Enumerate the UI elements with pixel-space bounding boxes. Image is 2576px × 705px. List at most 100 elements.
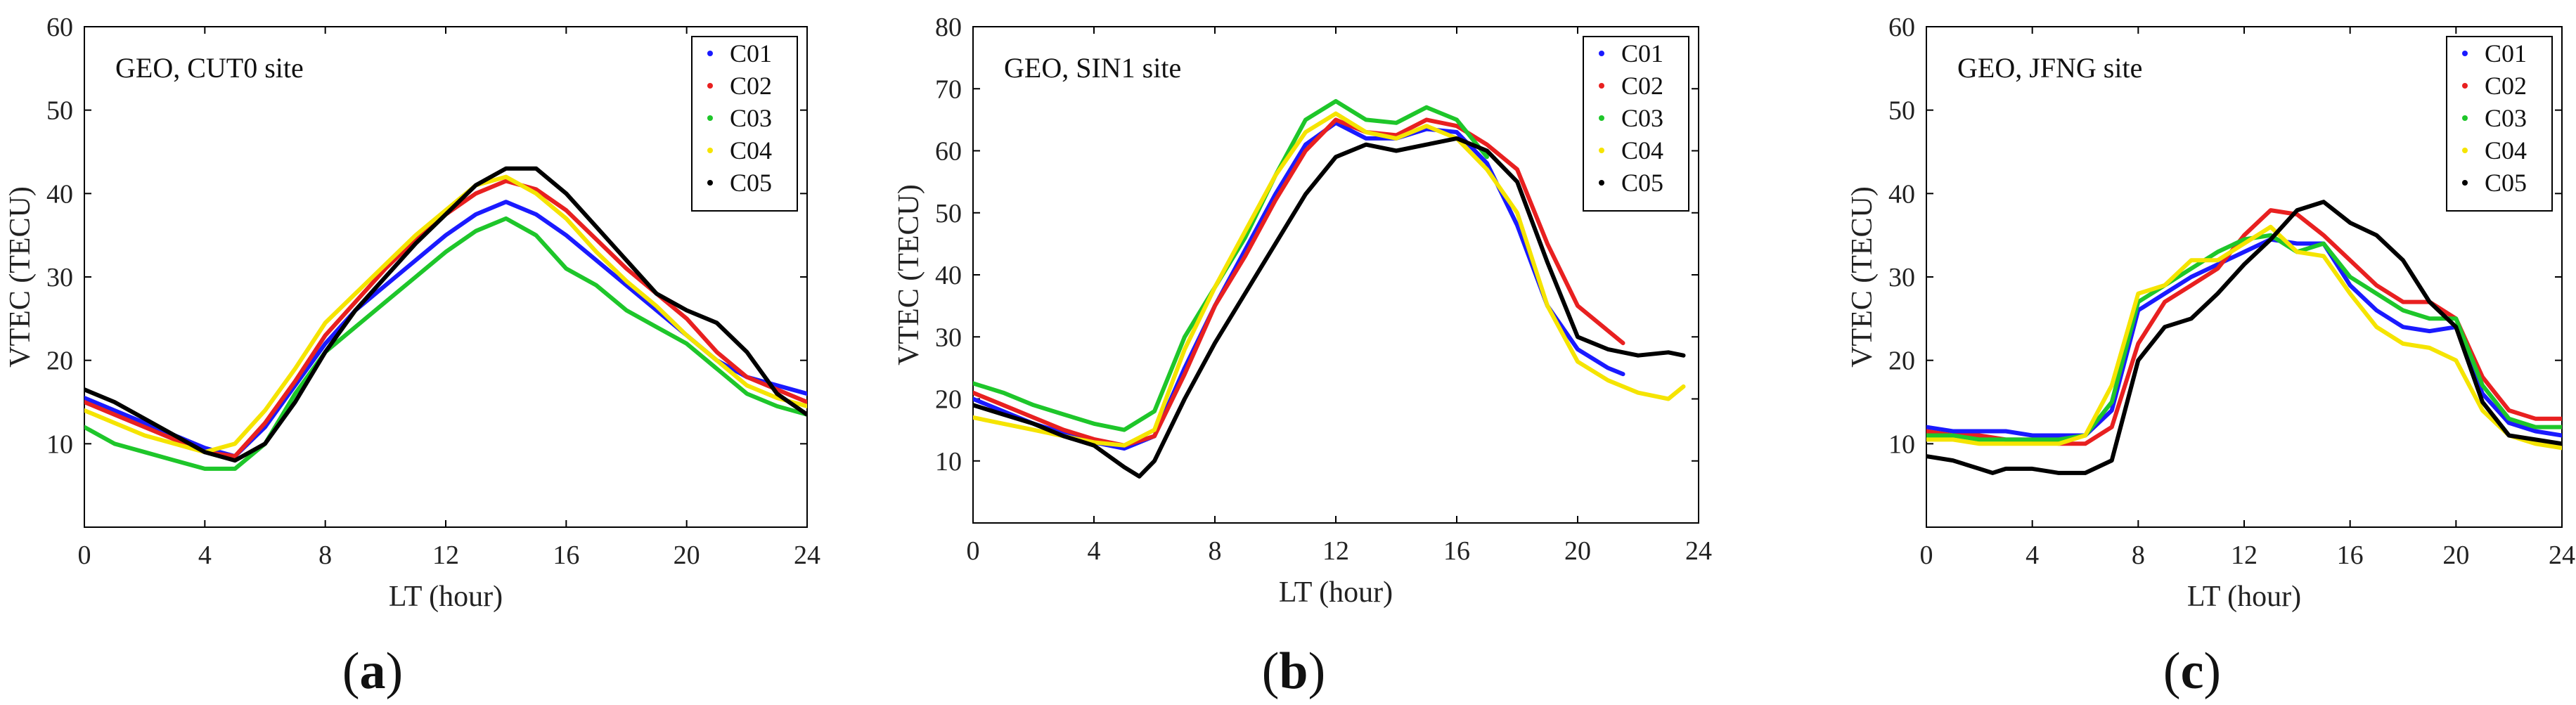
y-tick-label: 70 <box>935 75 962 104</box>
x-tick-label: 8 <box>318 541 332 570</box>
y-tick-label: 20 <box>1888 347 1915 376</box>
x-tick-label: 20 <box>1564 536 1591 566</box>
y-tick-label: 10 <box>935 447 962 477</box>
legend-label-c04: C04 <box>730 136 772 164</box>
y-tick-label: 20 <box>46 347 73 376</box>
x-tick-label: 0 <box>78 541 91 570</box>
legend-label-c04: C04 <box>1621 136 1663 164</box>
legend-marker-c01 <box>2462 51 2468 56</box>
series-group <box>973 98 1686 479</box>
y-tick-label: 60 <box>46 13 73 42</box>
legend-marker-c05 <box>707 180 713 186</box>
chart-panel-b: 0 4 8 12 16 20 24 10 20 30 40 50 60 70 80 LT (hour) VTEC… <box>893 13 1712 609</box>
series-line-c03 <box>1926 233 2562 442</box>
legend: C01 C02 C03 C04 C05 <box>1583 36 1689 212</box>
x-tick-label: 16 <box>553 541 579 570</box>
legend-marker-c01 <box>1599 51 1604 56</box>
x-tick-label: 16 <box>2337 541 2364 570</box>
y-tick-label: 50 <box>1888 96 1915 126</box>
y-tick-label: 20 <box>935 385 962 415</box>
legend-marker-c04 <box>707 148 713 153</box>
y-tick-label: 60 <box>935 137 962 167</box>
legend-label-c03: C03 <box>1621 104 1663 132</box>
legend-label-c05: C05 <box>730 169 772 197</box>
y-axis-title: VTEC (TECU) <box>893 184 925 366</box>
y-tick-label: 40 <box>935 261 962 290</box>
legend-label-c02: C02 <box>2485 72 2527 100</box>
series-line-c02 <box>973 117 1625 448</box>
chart-panel-c: 0 4 8 12 16 20 24 10 20 30 40 50 60 LT (hour) VTEC (TE… <box>1846 13 2575 613</box>
legend-label-c04: C04 <box>2485 136 2527 164</box>
legend-marker-c02 <box>2462 83 2468 89</box>
y-tick-label: 40 <box>46 179 73 209</box>
y-tick-label: 10 <box>46 429 73 459</box>
legend-marker-c04 <box>1599 148 1604 153</box>
legend: C01 C02 C03 C04 C05 <box>691 36 798 212</box>
y-tick-label: 30 <box>1888 263 1915 292</box>
legend-label-c02: C02 <box>730 72 772 100</box>
series-line-c04 <box>1926 224 2562 451</box>
series-group <box>1926 200 2562 475</box>
x-axis-title: LT (hour) <box>389 581 503 613</box>
x-tick-label: 8 <box>1209 536 1222 566</box>
legend-marker-c04 <box>2462 148 2468 153</box>
y-tick-label: 60 <box>1888 13 1915 42</box>
legend-label-c03: C03 <box>730 104 772 132</box>
x-tick-label: 24 <box>1685 536 1712 566</box>
chart-panel-a: 0 4 8 12 16 20 24 10 20 30 40 50 60 LT (hour) VTEC (TE… <box>4 13 820 613</box>
caption-c: (c) <box>2163 642 2222 700</box>
x-tick-label: 12 <box>432 541 459 570</box>
legend-marker-c02 <box>1599 83 1604 89</box>
legend-label-c05: C05 <box>2485 169 2527 197</box>
series-line-c05 <box>973 136 1686 479</box>
legend: C01 C02 C03 C04 C05 <box>2446 36 2553 212</box>
site-annotation: GEO, JFNG site <box>1957 52 2142 84</box>
x-tick-label: 0 <box>967 536 980 566</box>
legend-label-c01: C01 <box>1621 39 1663 67</box>
legend-marker-c03 <box>1599 115 1604 121</box>
y-tick-label: 50 <box>46 96 73 126</box>
legend-label-c05: C05 <box>1621 169 1663 197</box>
legend-marker-c05 <box>1599 180 1604 186</box>
x-axis-title: LT (hour) <box>1279 576 1393 609</box>
legend-marker-c05 <box>2462 180 2468 186</box>
x-tick-label: 24 <box>794 541 820 570</box>
y-tick-label: 50 <box>935 199 962 228</box>
y-tick-label: 80 <box>935 13 962 42</box>
legend-marker-c02 <box>707 83 713 89</box>
y-tick-label: 10 <box>1888 429 1915 459</box>
y-tick-label: 30 <box>46 263 73 292</box>
caption-a: (a) <box>342 642 404 700</box>
x-tick-label: 4 <box>2026 541 2039 570</box>
legend-label-c03: C03 <box>2485 104 2527 132</box>
x-tick-label: 24 <box>2549 541 2575 570</box>
x-tick-label: 12 <box>1322 536 1349 566</box>
site-annotation: GEO, CUT0 site <box>115 52 304 84</box>
x-tick-label: 4 <box>1088 536 1101 566</box>
caption-b: (b) <box>1261 642 1326 700</box>
series-line-c05 <box>1926 200 2562 475</box>
y-axis-title: VTEC (TECU) <box>1846 186 1879 368</box>
legend-marker-c01 <box>707 51 713 56</box>
x-tick-label: 16 <box>1443 536 1470 566</box>
series-line-c04 <box>973 111 1686 448</box>
legend-marker-c03 <box>2462 115 2468 121</box>
series-line-c03 <box>84 216 807 471</box>
y-tick-label: 40 <box>1888 179 1915 209</box>
y-tick-label: 30 <box>935 323 962 352</box>
legend-label-c01: C01 <box>2485 39 2527 67</box>
plot-frame <box>84 26 808 528</box>
legend-label-c02: C02 <box>1621 72 1663 100</box>
legend-label-c01: C01 <box>730 39 772 67</box>
series-line-c05 <box>84 166 807 463</box>
series-group <box>84 166 807 471</box>
x-tick-label: 0 <box>1920 541 1933 570</box>
x-axis-title: LT (hour) <box>2187 581 2301 613</box>
site-annotation: GEO, SIN1 site <box>1004 52 1181 84</box>
x-tick-label: 4 <box>198 541 212 570</box>
x-tick-label: 20 <box>2442 541 2469 570</box>
legend-marker-c03 <box>707 115 713 121</box>
x-tick-label: 12 <box>2231 541 2258 570</box>
